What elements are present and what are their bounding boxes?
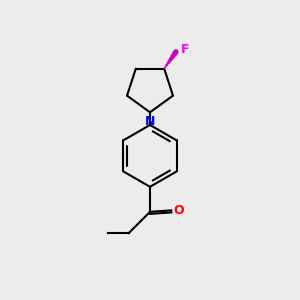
Text: F: F [181,43,189,56]
Text: N: N [145,115,155,128]
Text: O: O [173,204,184,217]
